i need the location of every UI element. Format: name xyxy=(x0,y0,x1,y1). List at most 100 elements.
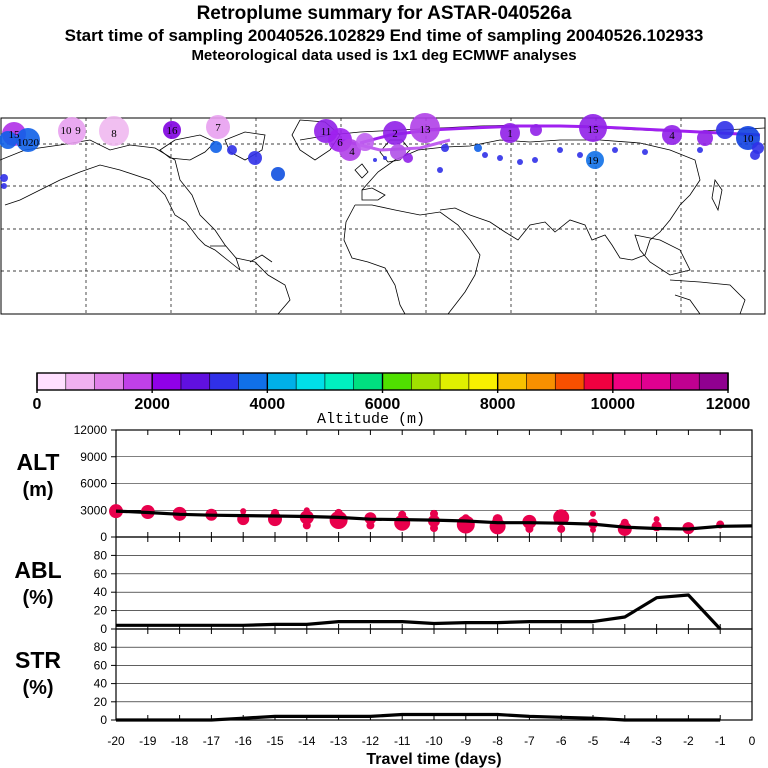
altitude-cluster xyxy=(525,524,534,533)
map-coastline xyxy=(0,139,241,272)
colorbar-segment xyxy=(497,372,528,391)
x-tick-label: -3 xyxy=(651,734,662,748)
colorbar-tick-label: 0 xyxy=(33,396,42,413)
altitude-cluster xyxy=(329,511,348,530)
cluster-label: 8 xyxy=(111,128,117,140)
altitude-cluster xyxy=(590,526,596,533)
colorbar-segment xyxy=(468,372,499,391)
colorbar-tick-label: 8000 xyxy=(480,396,516,413)
y-tick-label: 0 xyxy=(100,713,107,727)
plume-cluster xyxy=(577,152,583,158)
altitude-cluster xyxy=(366,521,375,530)
altitude-cluster xyxy=(430,509,438,518)
plume-cluster xyxy=(586,151,604,169)
colorbar-segment xyxy=(123,372,153,391)
plume-cluster xyxy=(390,144,406,160)
colorbar-segment xyxy=(238,372,268,391)
plume-cluster xyxy=(410,113,440,143)
colorbar-segment xyxy=(382,372,412,391)
colorbar-segment xyxy=(209,372,240,391)
y-tick-label: 0 xyxy=(100,530,107,544)
cluster-label: 4 xyxy=(669,130,675,142)
plume-cluster xyxy=(206,115,230,139)
y-tick-label: 40 xyxy=(94,677,108,691)
y-axis-label: ALT xyxy=(16,449,59,475)
x-tick-label: -9 xyxy=(460,734,471,748)
colorbar-segment xyxy=(65,372,96,391)
series-line xyxy=(115,509,753,531)
cluster-label: 16 xyxy=(167,125,179,137)
cluster-label: 9 xyxy=(75,125,81,137)
plume-cluster xyxy=(750,150,760,160)
x-tick-label: -7 xyxy=(524,734,535,748)
plume-cluster xyxy=(99,116,129,146)
plume-cluster xyxy=(530,124,542,136)
altitude-cluster xyxy=(303,507,310,514)
plume-cluster xyxy=(697,130,713,146)
y-tick-label: 6000 xyxy=(80,477,107,491)
panel-alt: ALT (m) 12000 9000 6000 3000 0 xyxy=(16,423,753,544)
colorbar-segment xyxy=(151,372,182,391)
altitude-colorbar: 0 2000 4000 6000 8000 10000 12000 Altitude (m) xyxy=(33,372,751,428)
map-coastline xyxy=(343,204,406,315)
cluster-label: 1020 xyxy=(17,137,40,149)
colorbar-segment xyxy=(94,372,124,391)
cluster-label: 15 xyxy=(9,129,21,141)
map-coastline xyxy=(361,187,386,201)
colorbar-segment xyxy=(324,372,355,391)
plume-cluster xyxy=(557,147,563,153)
colorbar-axis-label: Altitude (m) xyxy=(317,411,425,428)
plume-cluster xyxy=(517,159,523,165)
colorbar-segment xyxy=(295,372,326,391)
y-tick-label: 40 xyxy=(94,585,108,599)
colorbar-tick-label: 4000 xyxy=(250,396,286,413)
panel-frame xyxy=(115,628,753,721)
colorbar-segment xyxy=(698,372,729,391)
x-axis-label: Travel time (days) xyxy=(366,751,501,768)
map-coastline xyxy=(669,279,746,315)
plume-cluster xyxy=(0,131,17,149)
plume-cluster xyxy=(474,144,482,152)
x-tick-label: -14 xyxy=(298,734,316,748)
plume-cluster xyxy=(0,174,8,182)
map-coastline xyxy=(354,163,369,179)
colorbar-segment xyxy=(267,372,297,391)
cluster-label: 1 xyxy=(507,128,513,140)
x-tick-label: -11 xyxy=(394,734,411,748)
altitude-cluster xyxy=(240,508,247,515)
plume-cluster xyxy=(1,183,7,189)
colorbar-tick-label: 12000 xyxy=(706,396,751,413)
plume-cluster xyxy=(403,153,413,163)
x-tick-label: -17 xyxy=(203,734,221,748)
cluster-label: 6 xyxy=(337,137,343,149)
cluster-label: 10 xyxy=(61,125,73,137)
colorbar-tick-label: 2000 xyxy=(134,396,170,413)
colorbar-segment xyxy=(353,372,384,391)
x-tick-label: -13 xyxy=(330,734,348,748)
altitude-cluster xyxy=(653,516,660,523)
cluster-label: 11 xyxy=(321,126,332,138)
cluster-label: 2 xyxy=(392,128,398,140)
meteo-data-note: Meteorological data used is 1x1 deg ECMW… xyxy=(191,47,577,64)
plume-cluster xyxy=(500,123,520,143)
y-tick-label: 12000 xyxy=(74,423,108,437)
series-line xyxy=(116,712,721,722)
altitude-cluster xyxy=(620,518,629,527)
map-coastline xyxy=(361,139,701,261)
map-frame xyxy=(0,117,766,315)
plume-cluster xyxy=(612,147,618,153)
plume-cluster xyxy=(58,117,86,145)
colorbar-segment xyxy=(36,372,67,391)
x-tick-label: -12 xyxy=(362,734,380,748)
plume-cluster xyxy=(227,145,237,155)
plume-cluster xyxy=(210,141,222,153)
plume-cluster xyxy=(697,147,703,153)
panel-frame xyxy=(115,536,753,630)
altitude-cluster xyxy=(553,509,570,526)
x-tick-label: -1 xyxy=(715,734,726,748)
y-axis-label: STR xyxy=(15,647,61,673)
plume-cluster xyxy=(662,125,682,145)
series-line xyxy=(116,593,722,631)
